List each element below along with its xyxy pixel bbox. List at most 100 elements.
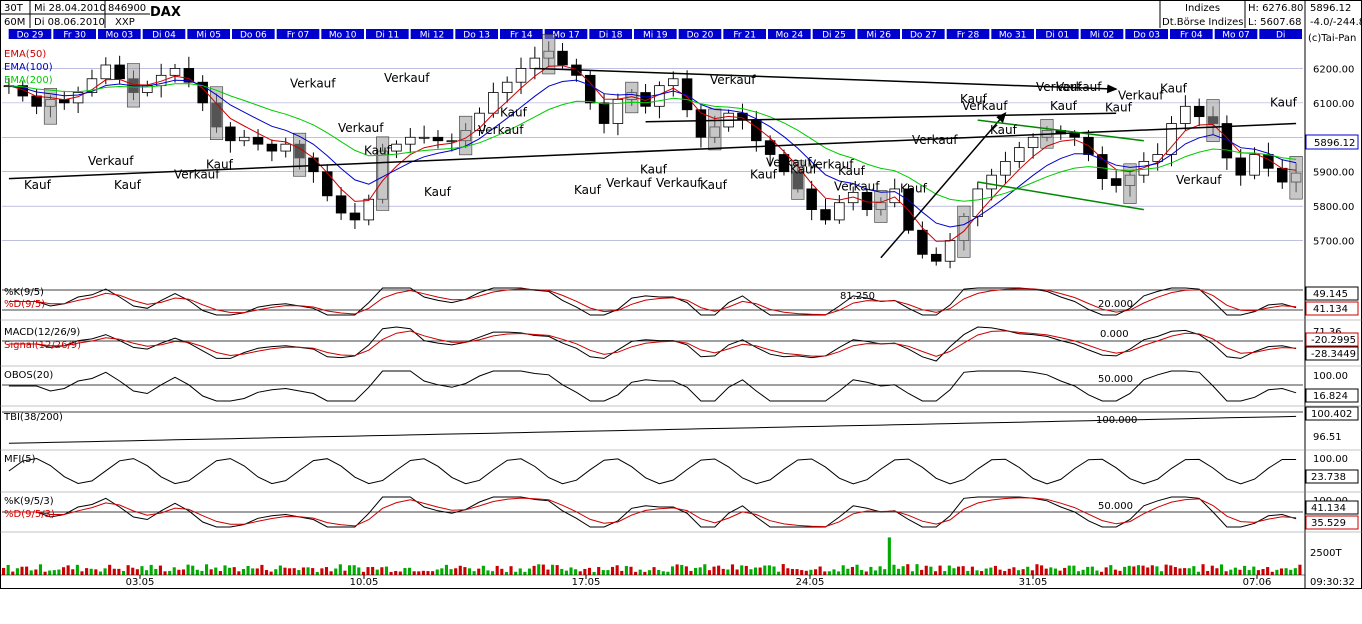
volume-bar <box>292 568 296 575</box>
date-tick-label: 31.05 <box>1019 577 1048 588</box>
signal-kauf: Kauf <box>1050 99 1078 113</box>
volume-bar <box>477 568 481 575</box>
volume-bar <box>357 567 361 575</box>
volume-bar <box>481 565 485 575</box>
volume-bar <box>306 567 310 575</box>
volume-bar <box>1118 570 1122 575</box>
candle-body <box>972 188 983 217</box>
volume-bar <box>500 568 504 575</box>
volume-bar <box>1284 568 1288 575</box>
day-label: Mo 17 <box>552 31 580 41</box>
signal-candle-highlight <box>293 132 307 177</box>
volume-bar <box>578 571 582 575</box>
day-label: Fr 04 <box>1180 31 1203 41</box>
volume-bar <box>149 564 153 575</box>
signal-verkauf: Verkauf <box>710 73 756 87</box>
indicator-line <box>8 457 1297 485</box>
day-label: Fr 21 <box>733 31 756 41</box>
candle-body <box>1138 160 1150 176</box>
stoch2-d-label: %D(9/5/3) <box>4 509 55 520</box>
symbol: DAX <box>150 5 181 20</box>
volume-bar <box>587 567 592 575</box>
volume-bar <box>804 570 808 575</box>
volume-bar <box>684 566 688 575</box>
day-label-box <box>1080 29 1124 39</box>
volume-bar <box>657 569 661 575</box>
volume-bar <box>195 569 199 575</box>
signal-verkauf: Verkauf <box>88 154 134 168</box>
day-label-box <box>544 29 588 39</box>
copyright: (c)Tai-Pan <box>1308 33 1356 44</box>
category: Indizes <box>1185 3 1220 14</box>
ema-lines <box>8 65 1297 242</box>
signal-kauf: Kauf <box>838 164 866 178</box>
day-label: Do 06 <box>240 31 267 41</box>
volume-bar <box>89 568 93 575</box>
signal-kauf: Kauf <box>24 178 52 192</box>
volume-bar <box>721 568 725 575</box>
volume-bar <box>1016 570 1021 575</box>
signal-verkauf: Verkauf <box>962 99 1008 113</box>
day-label: Do 20 <box>687 31 714 41</box>
day-label-box <box>1125 29 1168 39</box>
day-label: Di <box>1276 31 1285 41</box>
volume-bar <box>1113 569 1117 575</box>
volume-bar <box>1007 568 1011 575</box>
exchange: XXP <box>115 17 135 28</box>
volume-bar <box>1178 568 1182 575</box>
volume-bar <box>823 571 827 575</box>
volume-bar <box>467 568 472 575</box>
candle-body <box>1276 167 1288 183</box>
volume-bar <box>1150 565 1154 575</box>
price-tick-label: 6200.00 <box>1313 64 1354 75</box>
volume-bar <box>264 570 269 575</box>
volume-bar <box>311 568 315 575</box>
volume-bar <box>574 569 578 575</box>
signal-kauf: Kauf <box>790 162 818 176</box>
volume-bar <box>772 566 776 575</box>
volume-bar <box>712 566 716 575</box>
indicator-line <box>8 287 1297 316</box>
day-label-box <box>1259 29 1302 39</box>
price-tick-label: 5900.00 <box>1313 168 1354 179</box>
obos-label: OBOS(20) <box>4 370 53 381</box>
volume-bar <box>1053 568 1057 575</box>
tbi-low: 96.51 <box>1313 432 1342 443</box>
volume-bar <box>417 571 421 575</box>
volume-bar <box>117 568 121 575</box>
volume-bar <box>883 569 887 575</box>
volume-bar <box>352 565 356 575</box>
volume-bar <box>214 567 218 575</box>
day-label-box <box>455 29 498 39</box>
volume-bar <box>1040 565 1044 575</box>
volume-bar <box>389 571 393 575</box>
volume-bar <box>1035 564 1039 575</box>
volume-bar <box>980 571 984 575</box>
mfi-value: 23.738 <box>1311 472 1346 483</box>
ema200-legend: EMA(200) <box>4 75 53 86</box>
mfi-top: 100.00 <box>1313 454 1348 465</box>
low-value: L: 5607.68 <box>1248 17 1301 28</box>
day-label: Do 03 <box>1133 31 1160 41</box>
signal-verkauf: Verkauf <box>1036 80 1082 94</box>
candle-body <box>501 81 513 93</box>
candle-body <box>778 154 790 173</box>
volume-bar <box>301 567 305 575</box>
signal-kauf: Kauf <box>574 183 602 197</box>
volume-bar <box>555 565 559 575</box>
volume-bar <box>283 567 287 575</box>
day-label: Di 25 <box>822 31 846 41</box>
day-label: Di 04 <box>152 31 176 41</box>
volume-bar <box>29 570 33 575</box>
tbi-value: 100.402 <box>1311 409 1352 420</box>
volume-bar <box>232 567 236 575</box>
volume-bar <box>421 570 425 575</box>
signal-verkauf: Verkauf <box>1118 88 1164 102</box>
volume-bar <box>551 564 555 575</box>
volume-bar <box>601 570 605 575</box>
date-tick-label: 24.05 <box>796 577 825 588</box>
volume-bar <box>878 566 882 575</box>
volume-bar <box>707 570 711 575</box>
volume-bar <box>375 569 379 575</box>
macd-value: -28.3449 <box>1311 349 1356 360</box>
